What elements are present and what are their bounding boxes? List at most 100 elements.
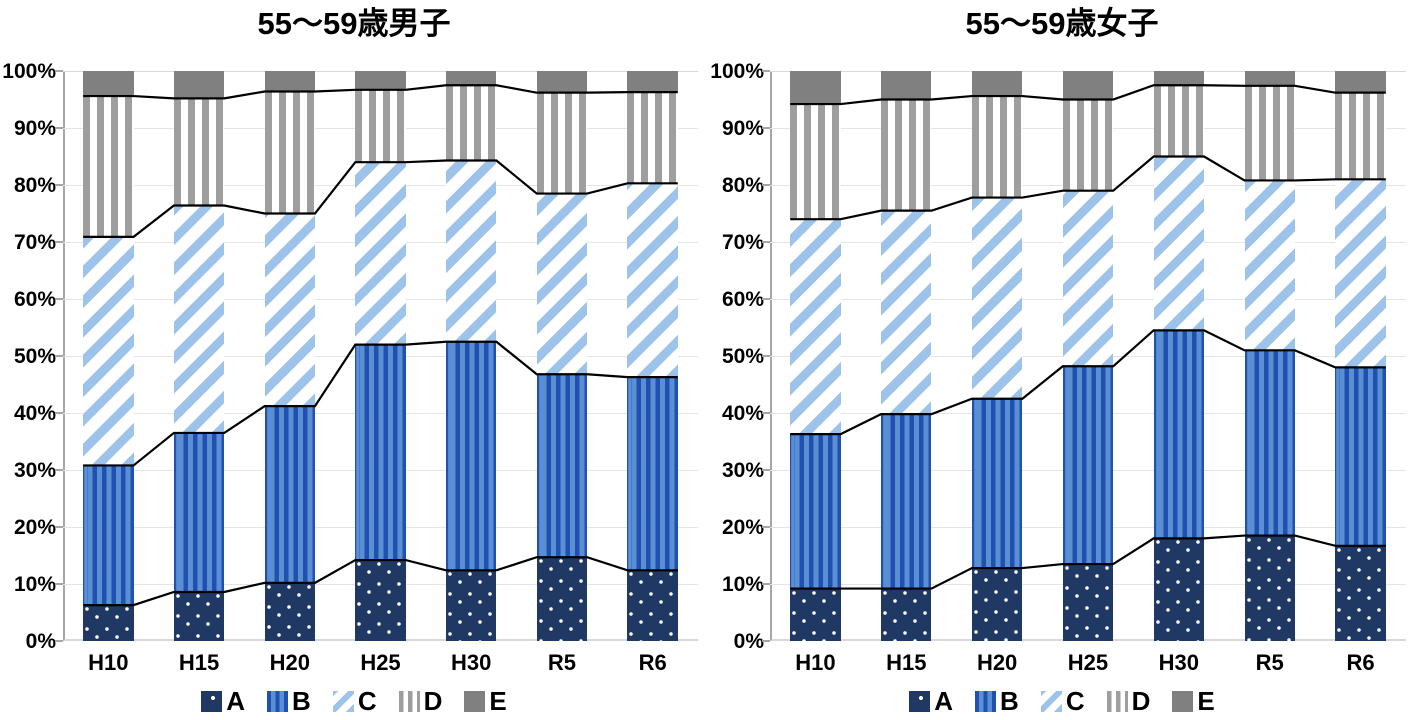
- bar-segment-e[interactable]: [881, 71, 932, 100]
- bar-segment-b[interactable]: [971, 398, 1023, 569]
- bar-H20[interactable]: [264, 71, 316, 641]
- bar-segment-d[interactable]: [355, 89, 406, 163]
- bar-segment-d[interactable]: [536, 92, 588, 194]
- legend-item-e[interactable]: E: [464, 688, 507, 714]
- bar-segment-b[interactable]: [1153, 330, 1205, 539]
- bar-segment-c[interactable]: [536, 193, 588, 375]
- bar-segment-b[interactable]: [264, 406, 316, 583]
- bar-segment-c[interactable]: [355, 162, 406, 345]
- bar-segment-c[interactable]: [1244, 180, 1295, 351]
- legend-item-d[interactable]: D: [1106, 688, 1150, 714]
- bar-segment-b[interactable]: [790, 434, 842, 590]
- bar-segment-d[interactable]: [1153, 85, 1205, 157]
- bar-segment-e[interactable]: [536, 71, 588, 93]
- bar-segment-a[interactable]: [446, 570, 497, 641]
- bar-segment-e[interactable]: [1244, 71, 1295, 86]
- bar-segment-d[interactable]: [83, 96, 134, 237]
- bar-segment-b[interactable]: [1335, 367, 1387, 547]
- bar-segment-d[interactable]: [1244, 85, 1295, 181]
- bar-H15[interactable]: [173, 71, 225, 641]
- bar-segment-d[interactable]: [881, 99, 932, 211]
- bar-segment-a[interactable]: [790, 588, 841, 641]
- bar-segment-c[interactable]: [83, 236, 134, 466]
- bar-segment-d[interactable]: [627, 92, 678, 184]
- bar-segment-d[interactable]: [790, 104, 841, 220]
- bar-segment-d[interactable]: [264, 91, 315, 214]
- bar-segment-d[interactable]: [173, 98, 225, 206]
- bar-H30[interactable]: [1153, 71, 1205, 641]
- bar-segment-e[interactable]: [627, 71, 678, 93]
- legend-item-a[interactable]: A: [201, 688, 245, 714]
- bar-segment-b[interactable]: [1062, 366, 1114, 565]
- bar-segment-a[interactable]: [1335, 545, 1386, 641]
- bar-R5[interactable]: [1244, 71, 1296, 641]
- legend-item-c[interactable]: C: [332, 688, 377, 714]
- bar-R6[interactable]: [1335, 71, 1387, 641]
- bar-segment-a[interactable]: [264, 582, 315, 641]
- bar-segment-b[interactable]: [446, 341, 497, 571]
- bar-segment-a[interactable]: [627, 570, 678, 641]
- bar-segment-a[interactable]: [971, 568, 1023, 641]
- legend-item-a[interactable]: A: [909, 688, 953, 714]
- bar-segment-e[interactable]: [83, 71, 134, 97]
- bar-segment-e[interactable]: [971, 71, 1023, 97]
- bar-segment-d[interactable]: [971, 96, 1023, 198]
- legend-item-b[interactable]: B: [975, 688, 1019, 714]
- bar-segment-b[interactable]: [173, 432, 225, 593]
- bar-segment-e[interactable]: [173, 71, 225, 99]
- bar-H20[interactable]: [971, 71, 1023, 641]
- bar-segment-d[interactable]: [1335, 92, 1386, 180]
- bar-H10[interactable]: [790, 71, 842, 641]
- bar-segment-d[interactable]: [446, 85, 497, 161]
- bar-H25[interactable]: [1062, 71, 1114, 641]
- bar-segment-a[interactable]: [1062, 564, 1114, 641]
- bar-segment-a[interactable]: [536, 557, 588, 641]
- bar-segment-c[interactable]: [446, 160, 497, 342]
- bar-segment-e[interactable]: [1153, 71, 1205, 86]
- bar-R5[interactable]: [536, 71, 588, 641]
- y-tick-20: [55, 526, 63, 528]
- legend-item-c[interactable]: C: [1040, 688, 1085, 714]
- bar-H15[interactable]: [881, 71, 932, 641]
- legend-swatch-d-icon: [1106, 690, 1128, 712]
- bar-segment-a[interactable]: [881, 588, 932, 641]
- bar-segment-e[interactable]: [355, 71, 406, 90]
- bar-segment-c[interactable]: [1062, 190, 1114, 367]
- bar-segment-a[interactable]: [1153, 538, 1205, 641]
- bar-segment-a[interactable]: [1244, 535, 1295, 641]
- bar-segment-c[interactable]: [971, 197, 1023, 399]
- bar-segment-a[interactable]: [83, 605, 134, 641]
- bar-H25[interactable]: [355, 71, 407, 641]
- bar-segment-e[interactable]: [264, 71, 315, 92]
- bar-segment-e[interactable]: [790, 71, 841, 105]
- y-axis-tick-label: 100%: [2, 60, 56, 83]
- bar-segment-c[interactable]: [627, 183, 678, 378]
- bar-R6[interactable]: [627, 71, 679, 641]
- bar-segment-d[interactable]: [1062, 99, 1114, 191]
- bar-H30[interactable]: [446, 71, 497, 641]
- legend-item-b[interactable]: B: [267, 688, 311, 714]
- bar-segment-c[interactable]: [1153, 156, 1205, 331]
- bar-segment-b[interactable]: [627, 377, 679, 571]
- bar-segment-c[interactable]: [173, 205, 225, 433]
- y-tick-0: [55, 640, 63, 642]
- bar-segment-a[interactable]: [355, 560, 406, 641]
- bar-segment-e[interactable]: [1335, 71, 1386, 93]
- bar-segment-c[interactable]: [1335, 179, 1386, 368]
- bar-segment-b[interactable]: [881, 414, 932, 589]
- bar-segment-c[interactable]: [881, 210, 932, 415]
- bar-segment-a[interactable]: [173, 591, 225, 641]
- bar-segment-c[interactable]: [264, 213, 315, 407]
- bar-segment-b[interactable]: [83, 465, 134, 606]
- legend-swatch-c-icon: [1040, 690, 1062, 712]
- bar-segment-b[interactable]: [536, 374, 588, 558]
- bar-segment-b[interactable]: [355, 344, 407, 561]
- bar-H10[interactable]: [83, 71, 134, 641]
- legend-item-e[interactable]: E: [1172, 688, 1215, 714]
- legend-item-d[interactable]: D: [398, 688, 442, 714]
- bar-segment-e[interactable]: [1062, 71, 1114, 100]
- bar-segment-c[interactable]: [790, 219, 841, 435]
- legend-label: B: [292, 686, 311, 716]
- bar-segment-e[interactable]: [446, 71, 497, 86]
- bar-segment-b[interactable]: [1244, 350, 1296, 536]
